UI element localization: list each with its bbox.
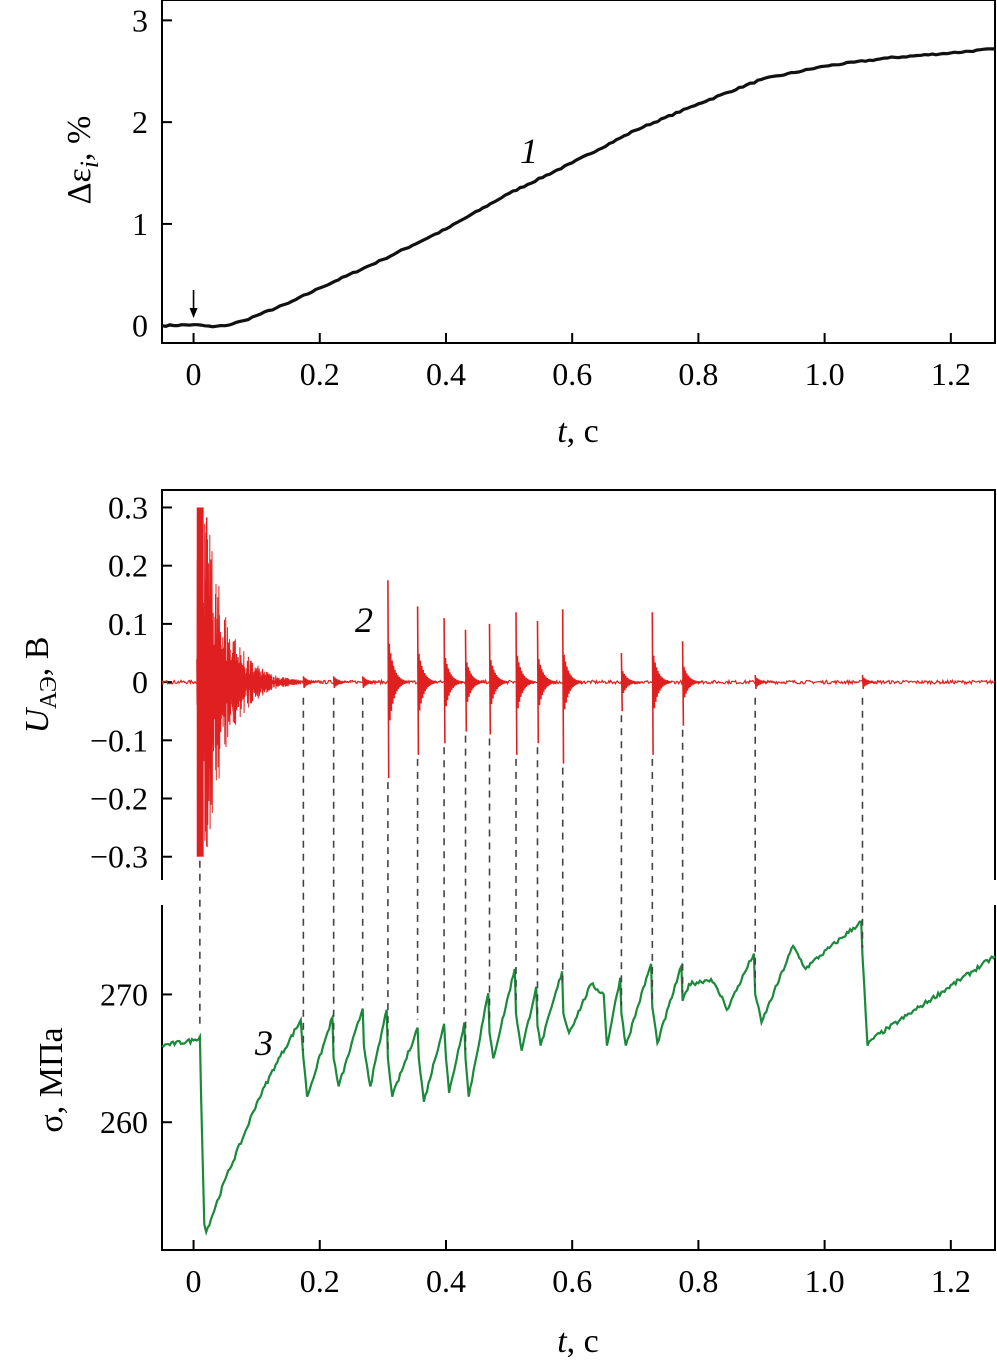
- acoustic-spike: [681, 641, 703, 726]
- stress-x-ticks: 0 0.2 0.4 0.6 0.8 1.0 1.2: [186, 1240, 971, 1299]
- acoustic-spike: [620, 652, 641, 712]
- stress-y-ticks: 270 260: [100, 976, 172, 1140]
- x-tick-label: 0.8: [678, 1263, 718, 1299]
- strain-series-line: [161, 47, 995, 329]
- y-tick-label: 2: [132, 104, 148, 140]
- acoustic-y-ticks: 0.3 0.2 0.1 0 −0.1 −0.2 −0.3: [90, 489, 172, 875]
- acoustic-spike: [515, 612, 536, 755]
- strain-curve-label: 1: [520, 131, 538, 171]
- stress-y-axis-label: σ, МПа: [33, 1027, 70, 1132]
- acoustic-panel: 0.3 0.2 0.1 0 −0.1 −0.2 −0.3 2 UАЭ, В: [19, 489, 996, 880]
- y-tick-label: −0.2: [90, 781, 148, 817]
- acoustic-plot-frame: [161, 489, 996, 880]
- acoustic-spike: [536, 620, 558, 744]
- x-tick-label: 0: [186, 356, 202, 392]
- start-arrow: [189, 290, 198, 318]
- x-tick-label: 1.0: [805, 356, 845, 392]
- x-tick-label: 0.8: [678, 356, 718, 392]
- strain-panel: 0 0.2 0.4 0.6 0.8 1.0 1.2 0 1 2 3 1 Δεi, % t, с: [61, 0, 996, 450]
- acoustic-spike: [561, 609, 583, 764]
- x-tick-label: 0: [186, 1263, 202, 1299]
- y-tick-label: 0: [132, 308, 148, 344]
- x-tick-label: 0.4: [426, 1263, 466, 1299]
- acoustic-spike: [861, 675, 882, 690]
- x-tick-label: 0.4: [426, 356, 466, 392]
- x-tick-label: 0.6: [552, 1263, 592, 1299]
- x-tick-label: 1.2: [931, 356, 971, 392]
- strain-y-axis-label: Δεi, %: [61, 116, 104, 205]
- acoustic-spike: [651, 612, 672, 755]
- stress-panel: 0 0.2 0.4 0.6 0.8 1.0 1.2 270 260 3 σ, МПа t, с: [33, 905, 996, 1360]
- y-tick-label: 1: [132, 206, 148, 242]
- x-tick-label: 1.0: [805, 1263, 845, 1299]
- acoustic-spike: [488, 623, 510, 735]
- y-tick-label: −0.1: [90, 722, 148, 758]
- acoustic-spike: [754, 675, 775, 690]
- x-tick-label: 0.6: [552, 356, 592, 392]
- strain-x-axis-label: t, с: [557, 413, 599, 450]
- y-tick-label: 270: [100, 976, 148, 1012]
- acoustic-spike: [332, 676, 353, 688]
- x-tick-label: 1.2: [931, 1263, 971, 1299]
- x-tick-label: 0.2: [300, 356, 340, 392]
- stress-curve-label: 3: [254, 1023, 273, 1063]
- acoustic-y-axis-label: UАЭ, В: [19, 637, 62, 734]
- acoustic-spike: [443, 618, 464, 744]
- stress-series-line: [161, 920, 996, 1237]
- acoustic-spike: [361, 676, 382, 688]
- strain-y-ticks: 0 1 2 3: [132, 2, 172, 344]
- acoustic-spike: [302, 676, 323, 688]
- strain-plot-frame: [161, 0, 996, 344]
- y-tick-label: 0: [132, 664, 148, 700]
- stress-x-axis-label: t, с: [557, 1323, 599, 1360]
- y-tick-label: 0.2: [108, 548, 148, 584]
- acoustic-curve-label: 2: [355, 600, 373, 640]
- y-tick-label: 3: [132, 2, 148, 38]
- acoustic-signal: [161, 507, 996, 857]
- x-tick-label: 0.2: [300, 1263, 340, 1299]
- spike-guide-lines: [199, 697, 864, 1051]
- acoustic-burst: [196, 517, 302, 848]
- acoustic-spike: [416, 606, 438, 755]
- stress-plot-frame: [161, 905, 996, 1251]
- y-tick-label: 0.3: [108, 489, 148, 525]
- y-tick-label: 0.1: [108, 606, 148, 642]
- y-tick-label: −0.3: [90, 839, 148, 875]
- acoustic-spike: [387, 580, 408, 779]
- y-tick-label: 260: [100, 1104, 148, 1140]
- strain-x-ticks: 0 0.2 0.4 0.6 0.8 1.0 1.2: [186, 333, 971, 392]
- acoustic-burst-peak: [196, 507, 204, 857]
- acoustic-spike: [464, 629, 486, 732]
